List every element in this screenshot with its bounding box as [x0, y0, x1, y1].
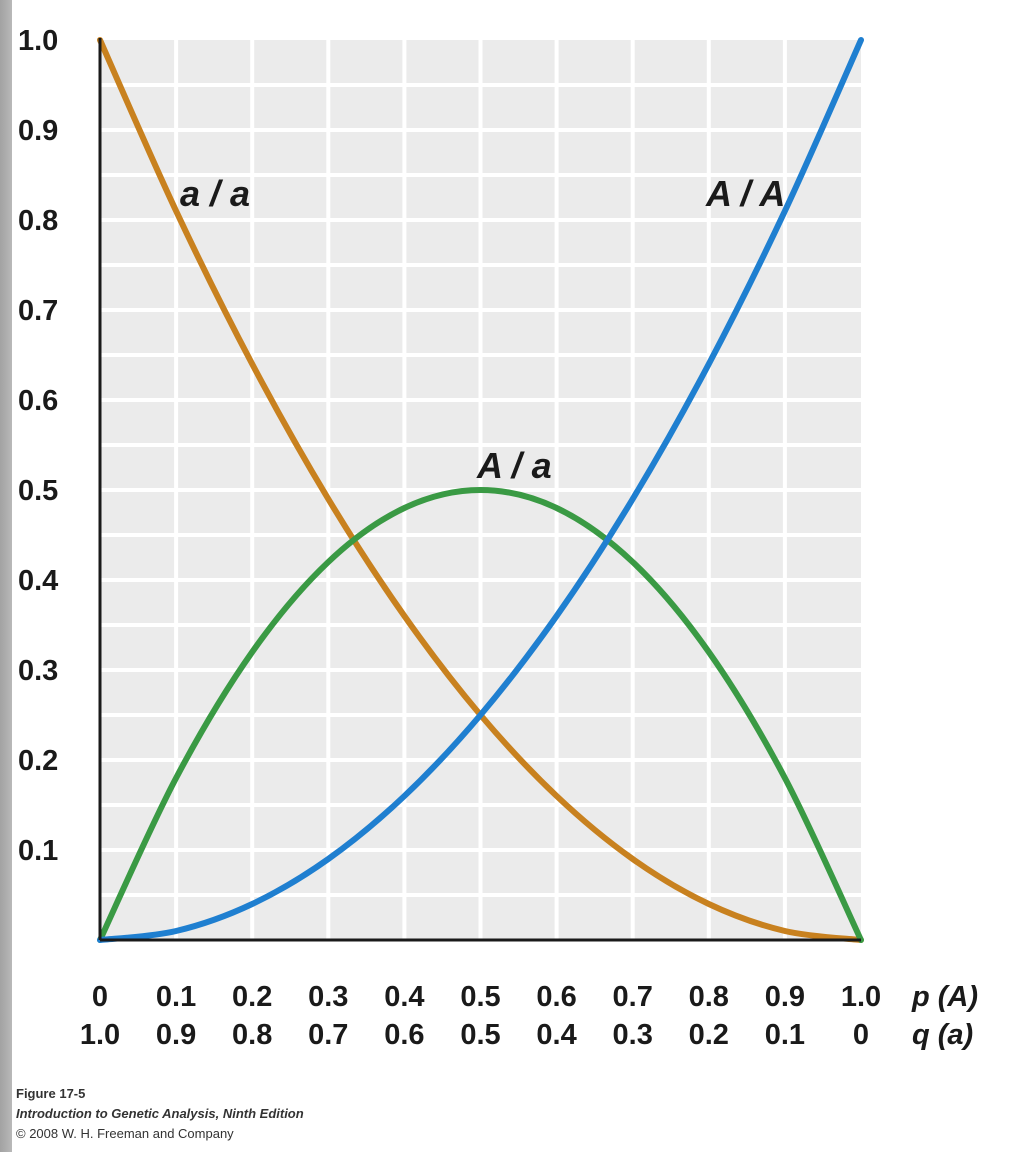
x-tick-label-q: 0.5	[460, 1019, 500, 1051]
x-axis-label-q: q (a)	[912, 1019, 973, 1051]
x-tick-label-p: 0	[92, 981, 108, 1013]
x-tick-label-p: 0.4	[384, 981, 424, 1013]
y-tick-label: 0.7	[18, 295, 58, 327]
y-tick-label: 0.8	[18, 205, 58, 237]
figure-number: Figure 17-5	[16, 1086, 86, 1101]
book-title: Introduction to Genetic Analysis, Ninth …	[16, 1106, 304, 1121]
y-tick-labels: 1.0 0.9 0.8 0.7 0.6 0.5 0.4 0.3 0.2 0.1	[18, 25, 58, 867]
x-tick-label-p: 0.3	[308, 981, 348, 1013]
axes	[98, 38, 861, 942]
x-tick-label-q: 0.3	[613, 1019, 653, 1051]
series-label-aa: a / a	[180, 173, 250, 214]
x-tick-label-p: 0.2	[232, 981, 272, 1013]
y-tick-label: 0.2	[18, 745, 58, 777]
series-label-AA: A / A	[705, 173, 785, 214]
x-tick-label-q: 0.7	[308, 1019, 348, 1051]
x-tick-label-p: 0.7	[613, 981, 653, 1013]
x-tick-label-q: 0.2	[689, 1019, 729, 1051]
y-tick-label: 0.6	[18, 385, 58, 417]
x-tick-label-p: 1.0	[841, 981, 881, 1013]
x-tick-label-q: 0.8	[232, 1019, 272, 1051]
x-tick-label-q: 0	[853, 1019, 869, 1051]
series-label-Aa: A / a	[476, 445, 552, 486]
x-tick-label-p: 0.6	[536, 981, 576, 1013]
y-tick-label: 0.3	[18, 655, 58, 687]
y-tick-label: 0.1	[18, 835, 58, 867]
y-tick-label: 0.5	[18, 475, 58, 507]
y-tick-label: 0.4	[18, 565, 58, 597]
y-tick-label: 1.0	[18, 25, 58, 57]
series-line-Aa	[97, 486, 864, 943]
x-tick-label-q: 0.1	[765, 1019, 805, 1051]
series-layer	[97, 37, 864, 943]
x-tick-label-p: 0.8	[689, 981, 729, 1013]
copyright-line: © 2008 W. H. Freeman and Company	[16, 1126, 234, 1141]
x-axis-label-p: p (A)	[911, 981, 978, 1013]
x-tick-label-p: 0.9	[765, 981, 805, 1013]
x-tick-label-q: 0.6	[384, 1019, 424, 1051]
genotype-frequency-chart: 1.0 0.9 0.8 0.7 0.6 0.5 0.4 0.3 0.2 0.1 0 0.1 0.2 0.…	[18, 25, 978, 1051]
x-tick-label-p: 0.5	[460, 981, 500, 1013]
figure-caption: Figure 17-5 Introduction to Genetic Anal…	[16, 1084, 304, 1144]
series-line-AA	[97, 37, 864, 943]
x-tick-label-q: 0.4	[536, 1019, 576, 1051]
x-tick-label-q: 0.9	[156, 1019, 196, 1051]
x-tick-label-p: 0.1	[156, 981, 196, 1013]
y-tick-label: 0.9	[18, 115, 58, 147]
x-tick-labels: 0 0.1 0.2 0.3 0.4 0.5 0.6 0.7 0.8 0.9 1.0 1.0 0.9 0.8…	[80, 981, 881, 1051]
series-line-aa	[97, 37, 864, 943]
x-tick-label-q: 1.0	[80, 1019, 120, 1051]
